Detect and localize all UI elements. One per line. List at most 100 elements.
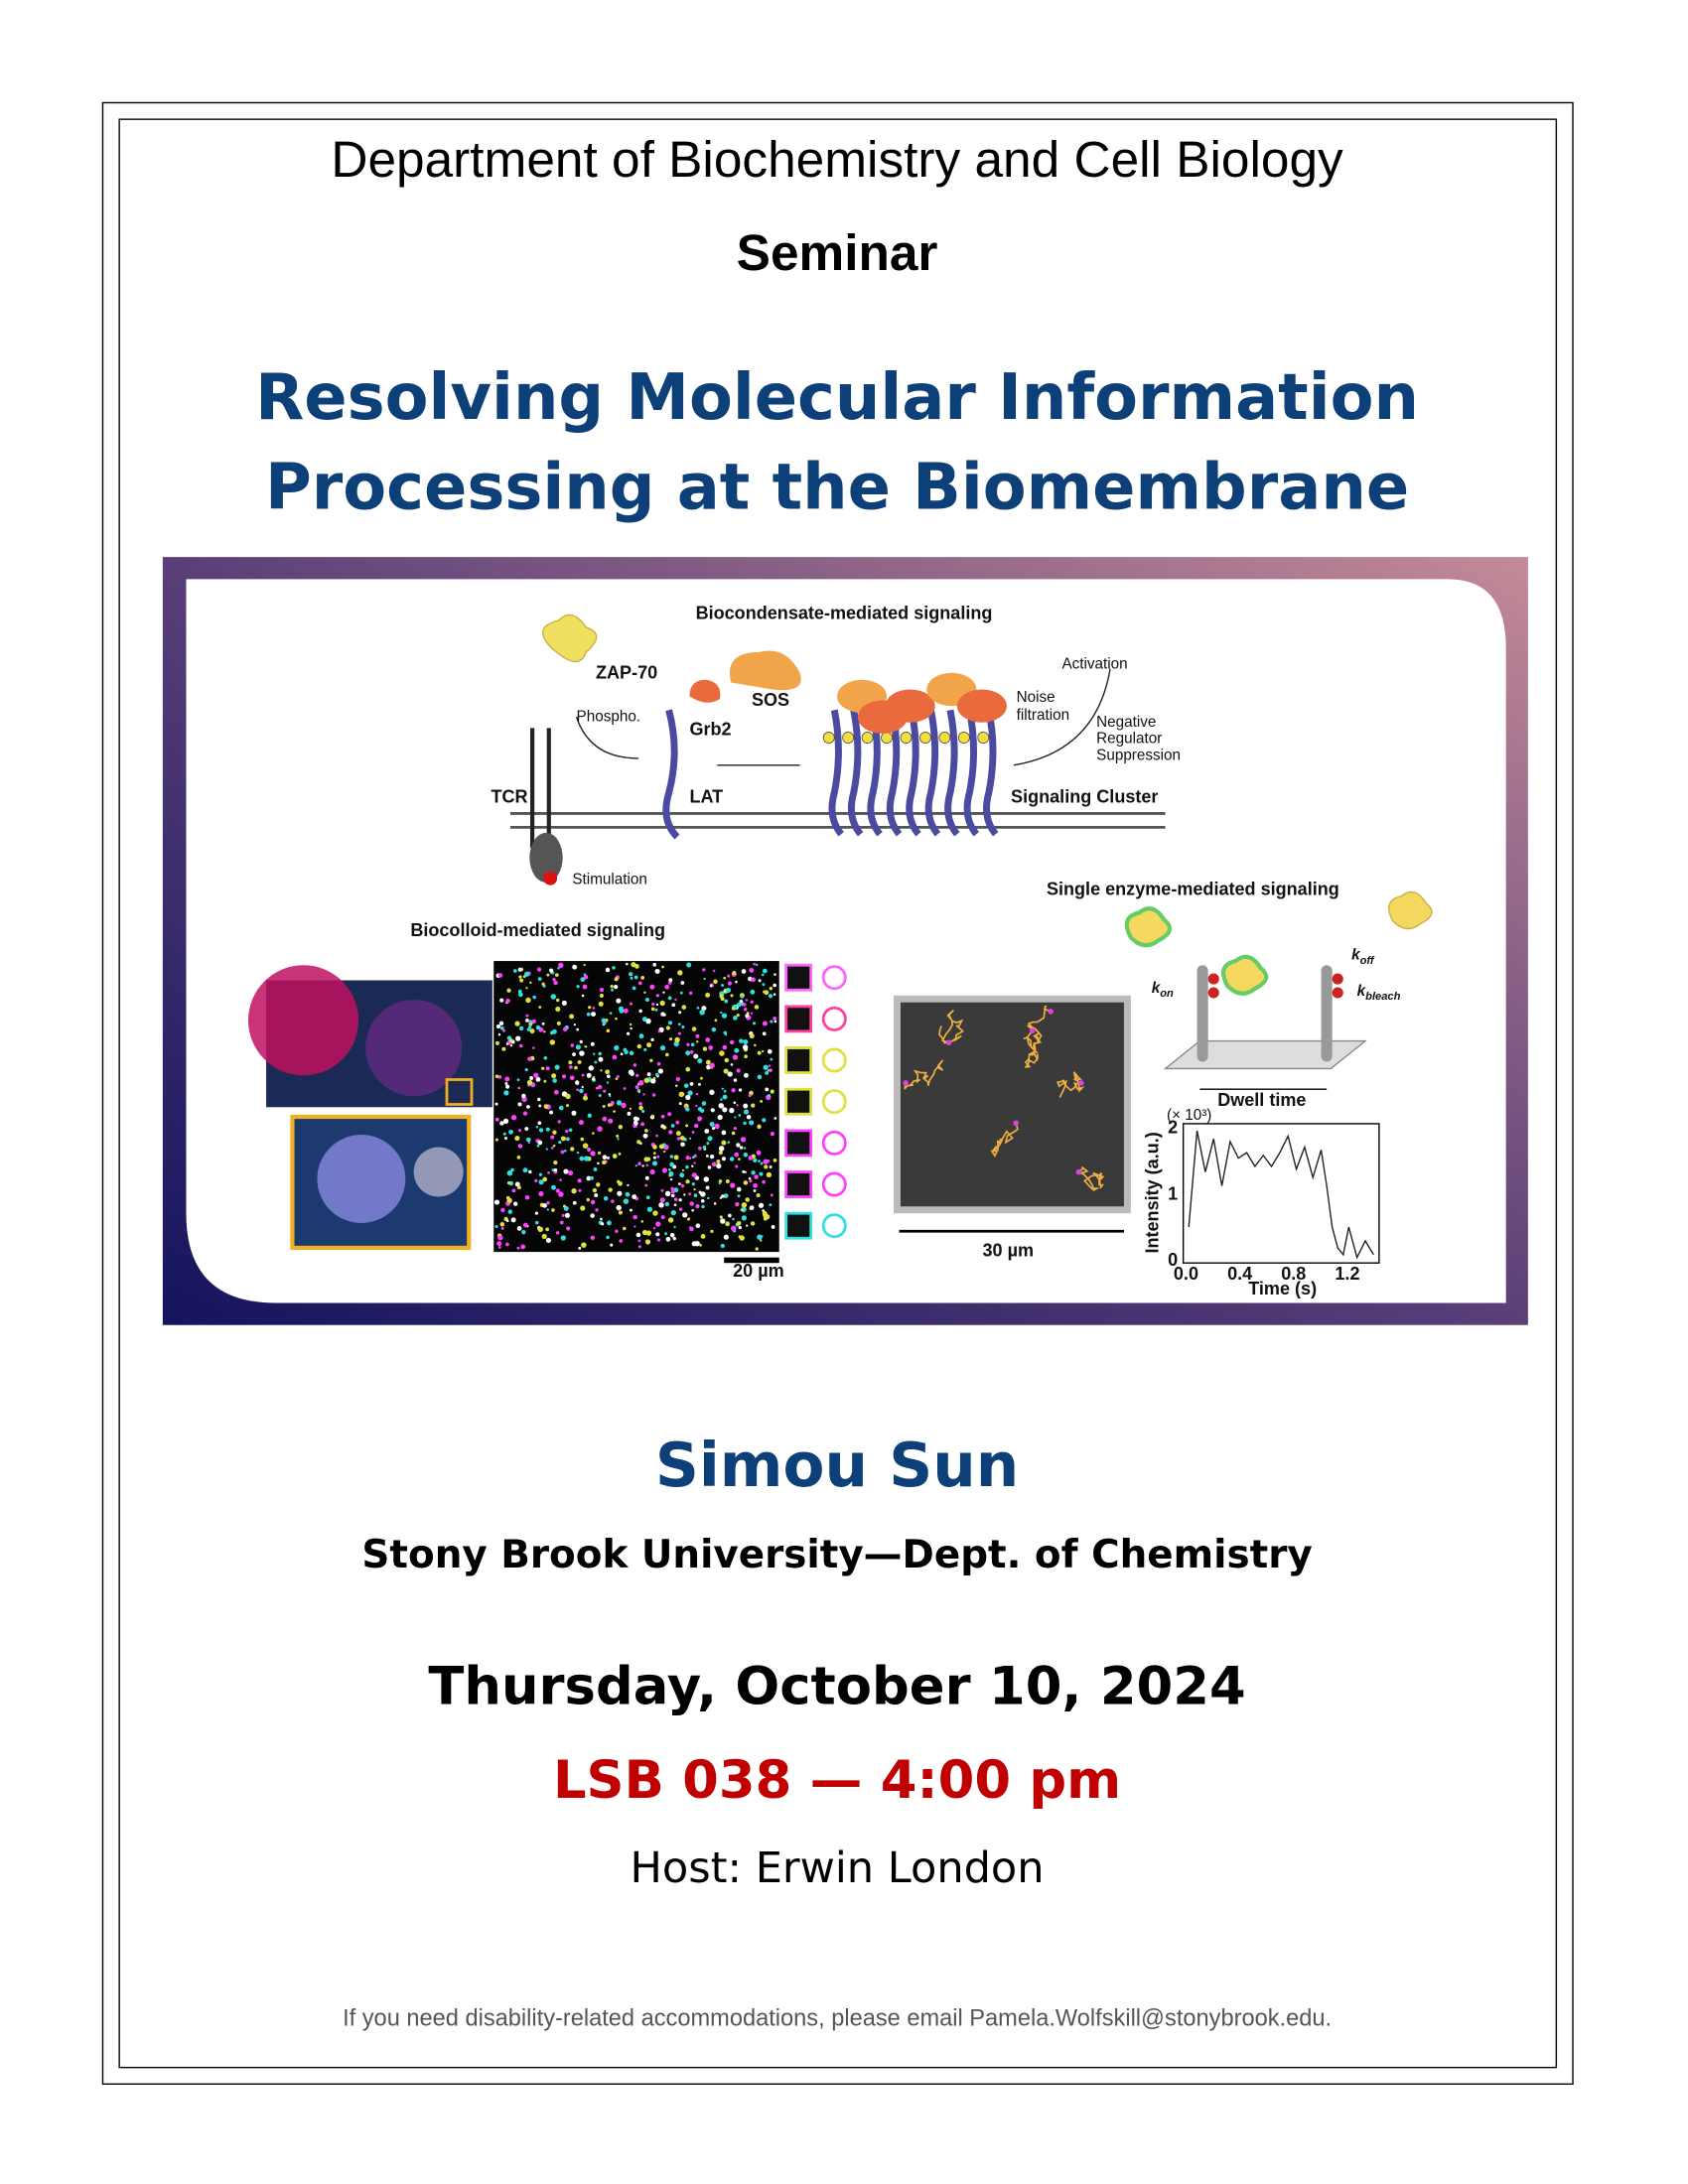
particle	[649, 1168, 655, 1175]
zap70	[542, 614, 598, 663]
particle	[495, 1024, 501, 1029]
particle	[583, 973, 587, 976]
particle	[500, 1207, 505, 1213]
particle	[693, 1053, 699, 1059]
particle	[672, 1236, 676, 1241]
particle	[605, 967, 611, 973]
enzyme	[1221, 954, 1269, 996]
particle	[725, 1179, 730, 1184]
phospho-site	[900, 732, 913, 744]
particle	[505, 1219, 509, 1223]
particle	[673, 1197, 678, 1202]
particle	[578, 1120, 584, 1126]
particle	[727, 1141, 730, 1144]
particle	[608, 1187, 613, 1192]
particle	[713, 979, 718, 985]
phospho-site	[822, 732, 835, 744]
particle	[732, 970, 737, 976]
fig-label: Activation	[1061, 656, 1127, 673]
particle	[643, 1047, 647, 1052]
particle	[541, 1022, 545, 1025]
particle	[573, 1023, 576, 1026]
particle	[703, 977, 706, 981]
particle	[565, 1093, 571, 1100]
particle	[677, 1031, 682, 1035]
grb2	[689, 679, 721, 703]
particle	[494, 1224, 498, 1229]
particle	[730, 1063, 734, 1066]
particle	[609, 1012, 613, 1016]
particle	[724, 1033, 728, 1036]
particle	[633, 1116, 638, 1122]
particle	[761, 1049, 765, 1053]
outer-border	[101, 101, 1574, 2085]
particle	[574, 1065, 578, 1070]
particle	[677, 1023, 681, 1026]
particle	[560, 1136, 566, 1142]
particle	[524, 1194, 530, 1200]
particle	[558, 962, 564, 969]
particle	[697, 1116, 703, 1122]
particle	[528, 1020, 533, 1024]
particle	[671, 1003, 676, 1008]
particle	[505, 1242, 509, 1247]
particle	[721, 1194, 725, 1198]
particle	[700, 1191, 706, 1197]
particle	[749, 1033, 755, 1039]
particle	[520, 1244, 526, 1250]
micrograph	[900, 1002, 1124, 1207]
lat	[828, 709, 844, 837]
particle	[537, 1097, 541, 1102]
particle	[711, 1161, 717, 1167]
particle	[720, 1011, 723, 1015]
particle	[680, 981, 685, 985]
particle	[667, 1112, 672, 1117]
particle	[743, 1103, 749, 1109]
particle	[597, 1151, 602, 1156]
fig-label: Phospho.	[577, 708, 641, 725]
particle	[746, 1012, 750, 1016]
cluster	[822, 672, 1007, 837]
particle	[721, 1013, 728, 1019]
particle	[542, 1176, 548, 1182]
particle	[576, 1088, 579, 1092]
particle	[652, 1227, 656, 1230]
particle	[642, 1093, 645, 1096]
particle	[638, 1102, 642, 1106]
particle	[527, 1024, 532, 1029]
title-line: Processing at the Biomembrane	[265, 452, 1409, 525]
particle	[678, 1198, 682, 1202]
particle	[706, 1142, 710, 1146]
particle	[632, 1194, 637, 1200]
particle	[706, 1064, 711, 1070]
particle	[710, 1229, 714, 1234]
particle	[555, 998, 560, 1003]
particle	[591, 1012, 596, 1017]
fig-label: 30 µm	[983, 1240, 1035, 1260]
particle	[691, 1182, 695, 1186]
particle	[562, 1204, 566, 1208]
particle	[494, 1074, 499, 1079]
particle	[525, 1019, 529, 1023]
particle	[718, 1151, 723, 1156]
particle	[614, 1044, 620, 1051]
particle	[736, 1002, 742, 1008]
particle	[643, 1157, 649, 1162]
particle	[521, 1093, 526, 1099]
particle	[534, 1211, 539, 1215]
footer: If you need disability-related accommoda…	[343, 2005, 1332, 2031]
particle	[723, 1068, 729, 1074]
particle	[753, 1022, 757, 1025]
particle	[736, 1143, 741, 1148]
particle	[626, 1031, 631, 1035]
particle	[582, 1095, 589, 1101]
particle	[606, 1220, 612, 1226]
particle	[676, 1137, 681, 1141]
particle	[750, 989, 756, 995]
y-tick-label: 2	[1168, 1118, 1178, 1138]
particle	[572, 964, 578, 970]
fig-label: Grb2	[689, 719, 731, 739]
particle	[662, 991, 665, 994]
particle	[739, 1038, 744, 1043]
particle	[582, 1143, 589, 1149]
